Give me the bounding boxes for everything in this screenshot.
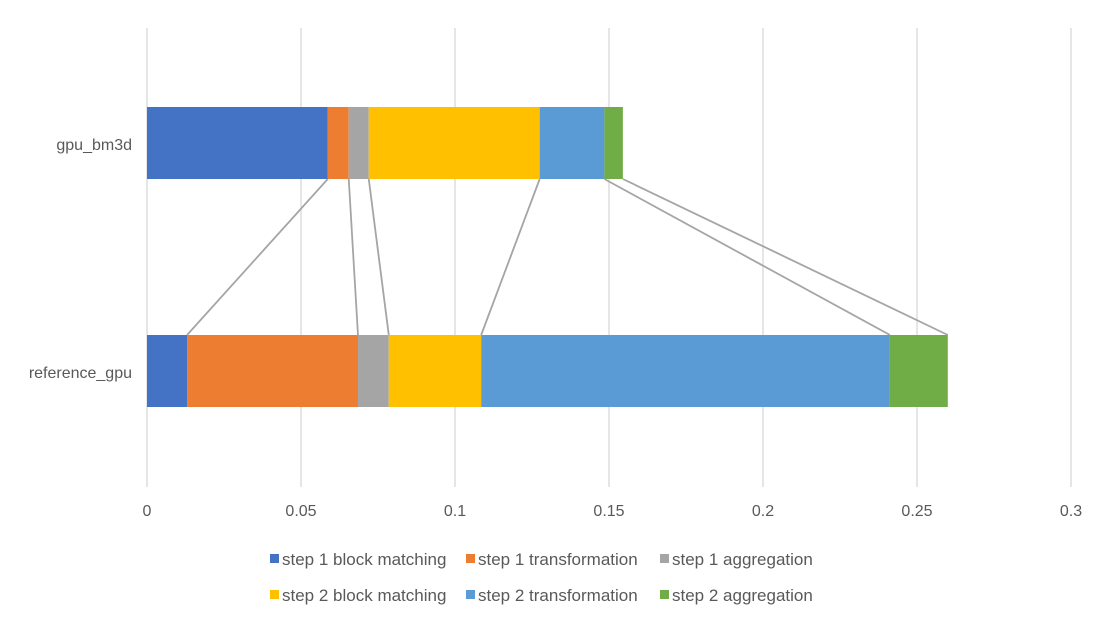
bar-reference_gpu-series-3 <box>357 335 389 407</box>
legend-item-5: step 2 transformation <box>466 586 638 605</box>
connector-line-6 <box>622 178 949 336</box>
bar-reference_gpu-series-5 <box>481 335 890 407</box>
connector-line-5 <box>603 178 891 336</box>
x-tick-label-6: 0.3 <box>1060 503 1082 520</box>
bar-reference_gpu-series-6 <box>889 335 948 407</box>
connector-line-2 <box>347 178 359 336</box>
legend-swatch-4 <box>270 590 279 599</box>
bar-gpu_bm3d-series-6 <box>604 107 623 179</box>
gridlines <box>146 28 1072 487</box>
bar-reference_gpu-series-1 <box>147 335 188 407</box>
bar-gpu_bm3d-series-4 <box>368 107 540 179</box>
bar-gpu_bm3d-series-1 <box>147 107 328 179</box>
bars <box>147 107 948 407</box>
legend: step 1 block matching step 1 transformati… <box>270 550 813 605</box>
bar-reference_gpu-series-4 <box>388 335 482 407</box>
x-tick-label-2: 0.1 <box>444 503 466 520</box>
legend-swatch-1 <box>270 554 279 563</box>
bar-gpu_bm3d-series-2 <box>327 107 349 179</box>
legend-swatch-5 <box>466 590 475 599</box>
connector-line-3 <box>367 178 390 336</box>
x-tick-label-1: 0.05 <box>285 503 316 520</box>
x-axis-tick-labels: 0 0.05 0.1 0.15 0.2 0.25 0.3 <box>143 503 1083 520</box>
x-tick-label-5: 0.25 <box>901 503 932 520</box>
category-labels: gpu_bm3d reference_gpu <box>29 137 132 382</box>
category-label-reference_gpu: reference_gpu <box>29 365 132 382</box>
legend-item-2: step 1 transformation <box>466 550 638 569</box>
legend-swatch-3 <box>660 554 669 563</box>
legend-item-3: step 1 aggregation <box>660 550 813 569</box>
bar-gpu_bm3d-series-5 <box>539 107 605 179</box>
legend-item-6: step 2 aggregation <box>660 586 813 605</box>
connector-lines <box>186 178 949 336</box>
legend-label-1: step 1 block matching <box>282 550 446 569</box>
x-tick-label-0: 0 <box>143 503 152 520</box>
connector-line-4 <box>480 178 541 336</box>
legend-label-4: step 2 block matching <box>282 586 446 605</box>
x-tick-label-3: 0.15 <box>593 503 624 520</box>
legend-swatch-2 <box>466 554 475 563</box>
bar-reference_gpu-series-2 <box>187 335 358 407</box>
legend-label-3: step 1 aggregation <box>672 550 813 569</box>
legend-swatch-6 <box>660 590 669 599</box>
bar-gpu_bm3d-series-3 <box>348 107 369 179</box>
x-tick-label-4: 0.2 <box>752 503 774 520</box>
legend-item-1: step 1 block matching <box>270 550 446 569</box>
legend-label-2: step 1 transformation <box>478 550 638 569</box>
connector-line-1 <box>186 178 329 336</box>
legend-item-4: step 2 block matching <box>270 586 446 605</box>
legend-label-6: step 2 aggregation <box>672 586 813 605</box>
category-label-gpu_bm3d: gpu_bm3d <box>56 137 132 154</box>
legend-label-5: step 2 transformation <box>478 586 638 605</box>
